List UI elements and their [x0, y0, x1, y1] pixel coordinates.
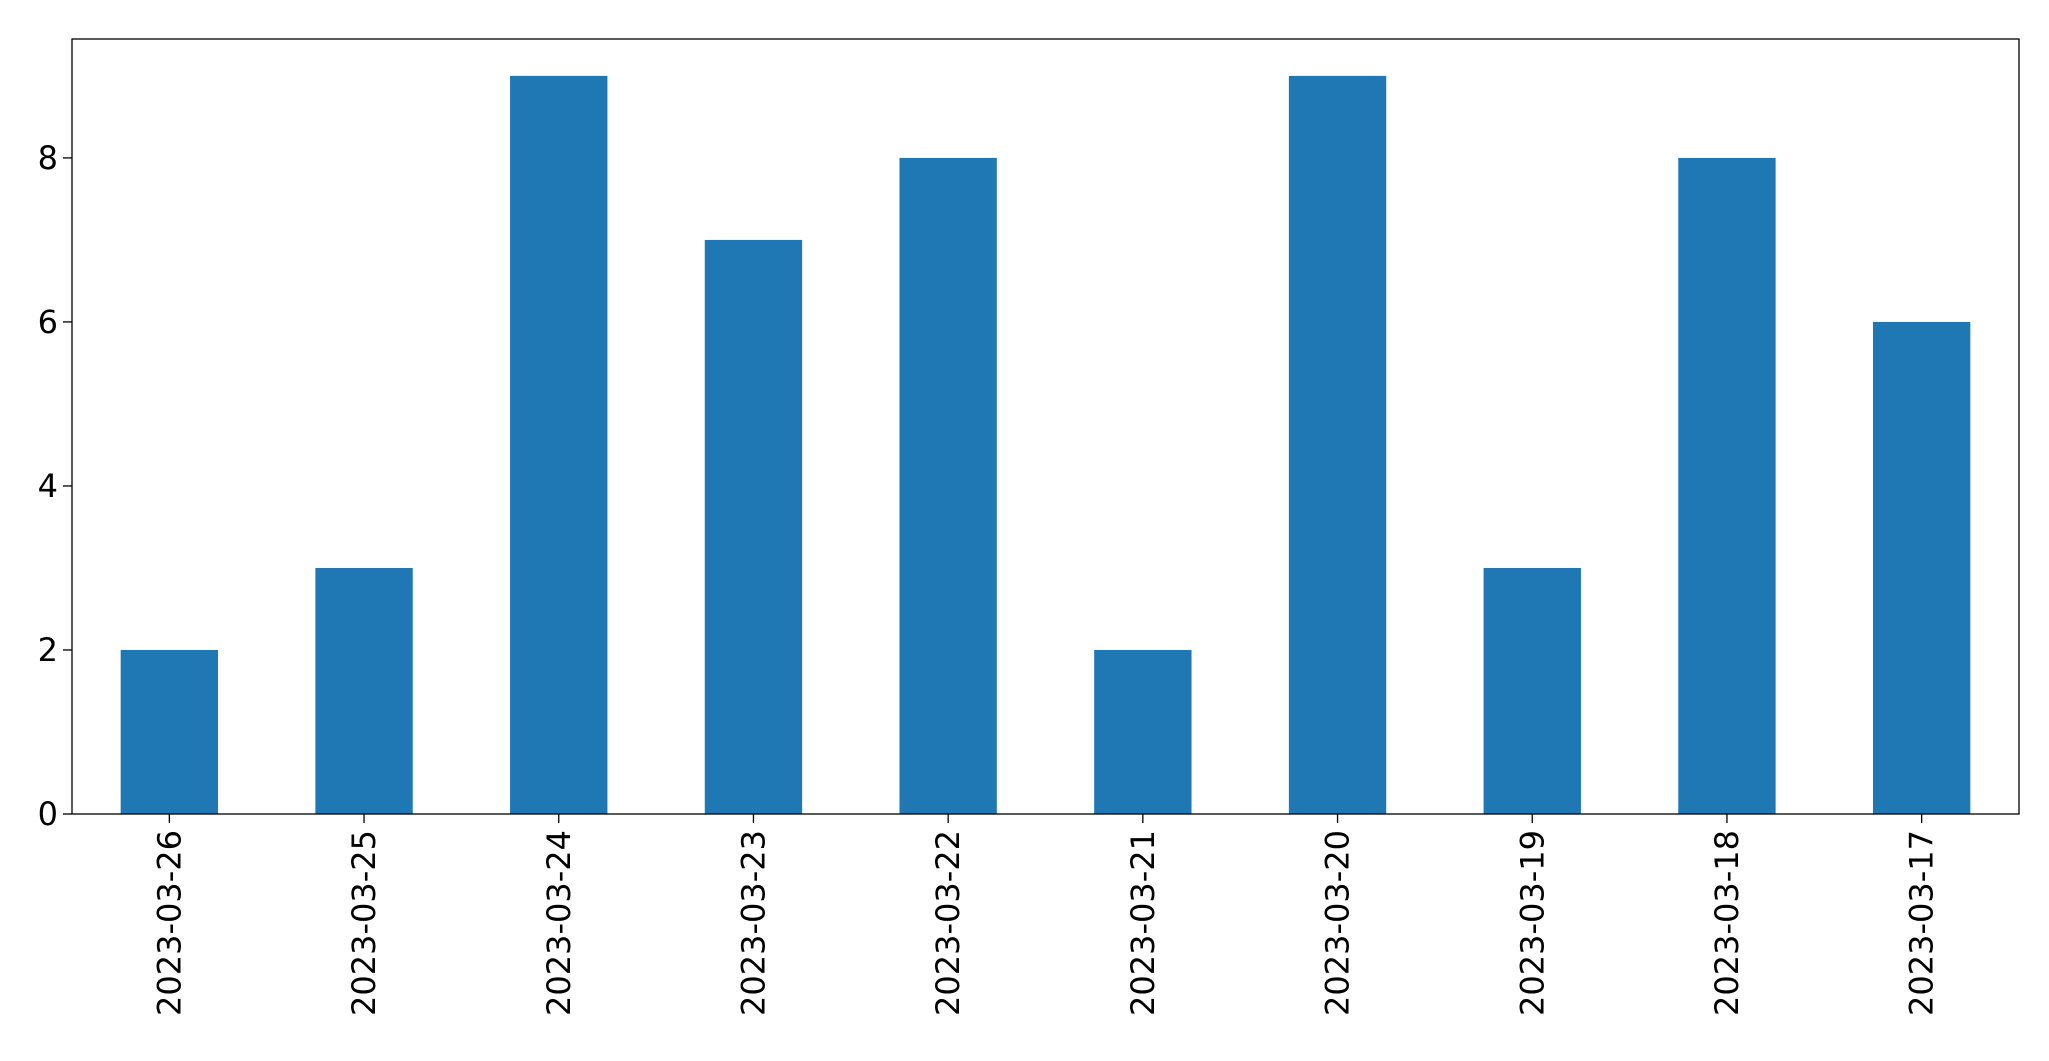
x-tick-label: 2023-03-21 — [1124, 830, 1162, 1016]
bar — [1094, 649, 1192, 814]
y-tick-label: 2 — [38, 631, 58, 669]
x-tick-label: 2023-03-22 — [929, 830, 967, 1016]
bar — [899, 157, 997, 814]
bar — [1872, 321, 1971, 814]
x-tick-label: 2023-03-17 — [1903, 830, 1941, 1016]
bar — [1678, 157, 1776, 814]
x-tick-label: 2023-03-23 — [734, 830, 772, 1016]
y-tick-label: 8 — [38, 139, 58, 177]
y-tick-label: 4 — [38, 467, 58, 505]
x-tick-label: 2023-03-18 — [1708, 830, 1746, 1016]
bar — [120, 649, 219, 814]
bar — [1483, 567, 1581, 814]
y-tick-label: 6 — [38, 303, 58, 341]
x-tick-label: 2023-03-20 — [1319, 830, 1357, 1016]
plot-frame — [71, 38, 2020, 815]
x-tick-label: 2023-03-19 — [1513, 830, 1551, 1016]
bar — [510, 75, 608, 814]
bar — [1288, 75, 1387, 814]
bar — [315, 567, 413, 814]
x-tick-label: 2023-03-26 — [150, 830, 188, 1016]
y-tick-label: 0 — [38, 795, 58, 833]
x-tick-label: 2023-03-25 — [345, 830, 383, 1016]
x-tick-label: 2023-03-24 — [540, 830, 578, 1016]
bar — [704, 239, 803, 815]
